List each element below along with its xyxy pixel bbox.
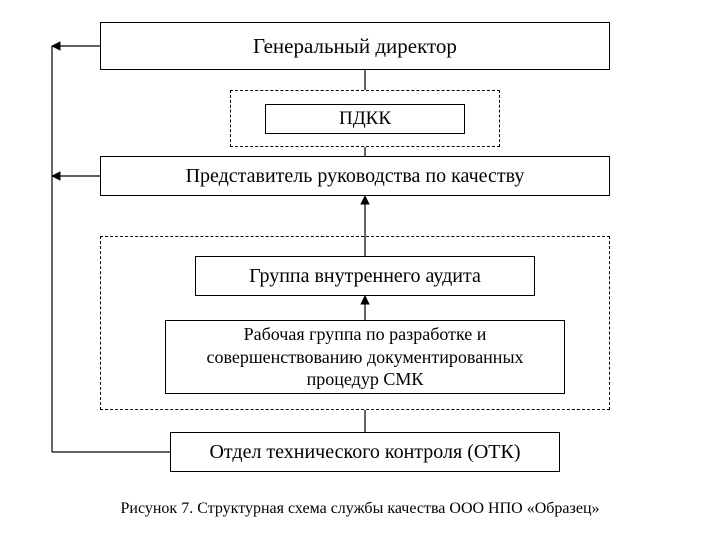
diagram-canvas: Генеральный директор ПДКК Представитель …	[0, 0, 720, 540]
node-pdkk: ПДКК	[265, 104, 465, 134]
figure-caption: Рисунок 7. Структурная схема службы каче…	[0, 500, 720, 518]
node-workgroup-label: Рабочая группа по разработке и совершенс…	[174, 323, 556, 391]
node-rep: Представитель руководства по качеству	[100, 156, 610, 196]
node-otk-label: Отдел технического контроля (ОТК)	[209, 440, 520, 465]
node-audit: Группа внутреннего аудита	[195, 256, 535, 296]
node-workgroup: Рабочая группа по разработке и совершенс…	[165, 320, 565, 394]
node-director: Генеральный директор	[100, 22, 610, 70]
figure-caption-text: Рисунок 7. Структурная схема службы каче…	[121, 500, 600, 517]
node-director-label: Генеральный директор	[253, 33, 457, 59]
node-audit-label: Группа внутреннего аудита	[249, 264, 481, 289]
node-rep-label: Представитель руководства по качеству	[186, 164, 525, 189]
node-otk: Отдел технического контроля (ОТК)	[170, 432, 560, 472]
node-pdkk-label: ПДКК	[339, 107, 391, 131]
